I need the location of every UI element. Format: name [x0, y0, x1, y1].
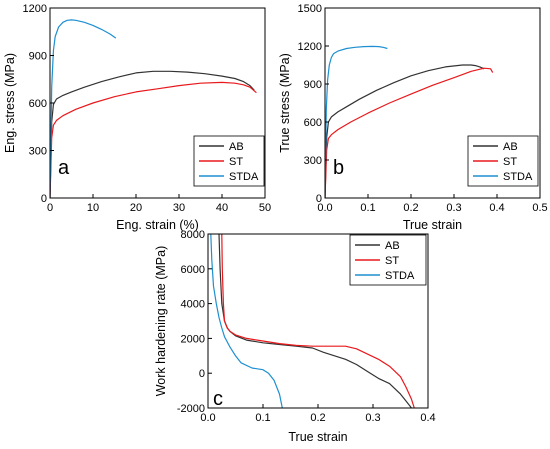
x-tick-label: 10: [87, 202, 99, 214]
y-tick-label: 0: [41, 193, 47, 205]
y-tick-label: 300: [304, 155, 322, 167]
x-tick-label: 0.4: [489, 202, 504, 214]
y-tick-label: 6000: [181, 264, 205, 276]
series-group: [325, 45, 494, 198]
plot-frame: [324, 7, 541, 199]
x-tick-label: 0.2: [310, 412, 325, 424]
panel-letter: b: [333, 157, 344, 179]
x-tick-label: 0.3: [446, 202, 461, 214]
legend: AB ST STDA: [193, 135, 265, 187]
x-tick-label: 30: [173, 202, 185, 214]
y-axis-title: Eng. stress (MPa): [3, 53, 17, 153]
x-tick-label: 50: [259, 202, 271, 214]
y-tick-label: 0: [316, 193, 322, 205]
y-axis-title: Work hardening rate (MPa): [154, 246, 168, 397]
legend-label-st: ST: [229, 156, 243, 168]
series-line-st: [221, 234, 415, 408]
series-line-stda: [325, 45, 388, 198]
y-tick-label: 8000: [181, 229, 205, 241]
series-line-ab: [325, 64, 485, 198]
legend-label-ab: AB: [385, 240, 400, 252]
y-tick-label: 300: [29, 146, 47, 158]
series-group: [50, 19, 257, 198]
y-tick-label: 1200: [23, 3, 47, 15]
x-tick-label: 0.0: [200, 412, 215, 424]
series-line-stda: [210, 234, 283, 408]
y-tick-label: 600: [304, 117, 322, 129]
panel-c: 0.0 0.1 0.2 0.3 0.4 -2000 0 2000 4000 6000 8000 Tru…: [154, 229, 436, 444]
y-tick-label: 4000: [181, 299, 205, 311]
x-tick-label: 0.5: [532, 202, 547, 214]
series-line-st: [325, 67, 494, 198]
x-tick-label: 0.1: [255, 412, 270, 424]
x-axis-title: True strain: [288, 430, 347, 444]
y-tick-label: -2000: [177, 403, 205, 415]
y-tick-label: 1500: [298, 3, 322, 15]
x-tick-label: 0.1: [360, 202, 375, 214]
y-tick-label: 2000: [181, 333, 205, 345]
x-tick-label: 20: [130, 202, 142, 214]
x-tick-label: 0: [47, 202, 53, 214]
series-line-st: [50, 81, 257, 198]
y-tick-label: 600: [29, 98, 47, 110]
legend-label-stda: STDA: [503, 171, 533, 183]
legend-label-ab: AB: [229, 141, 244, 153]
series-line-ab: [50, 70, 255, 198]
legend-label-st: ST: [503, 156, 517, 168]
x-tick-label: 0.4: [420, 412, 435, 424]
legend: AB ST STDA: [467, 135, 539, 187]
legend: AB ST STDA: [349, 234, 427, 286]
legend-label-stda: STDA: [229, 171, 259, 183]
panel-b: 0.0 0.1 0.2 0.3 0.4 0.5 0 300 600 900 1200 1500 True…: [278, 3, 548, 232]
x-tick-label: 40: [216, 202, 228, 214]
legend-label-stda: STDA: [385, 270, 415, 282]
x-tick-label: 0.2: [403, 202, 418, 214]
series-line-stda: [50, 19, 117, 198]
y-tick-label: 900: [29, 51, 47, 63]
y-tick-label: 1200: [298, 41, 322, 53]
legend-label-st: ST: [385, 255, 399, 267]
x-tick-label: 0.0: [317, 202, 332, 214]
y-tick-label: 900: [304, 79, 322, 91]
y-axis-title: True stress (MPa): [278, 53, 292, 153]
x-axis-title: True strain: [403, 218, 462, 232]
legend-label-ab: AB: [503, 141, 518, 153]
x-tick-label: 0.3: [365, 412, 380, 424]
panel-letter: c: [213, 388, 223, 410]
y-tick-label: 0: [199, 368, 205, 380]
series-group: [210, 234, 415, 408]
x-axis-title: Eng. strain (%): [116, 218, 199, 232]
panel-a: 0 10 20 30 40 50 0 300 600 900 1200 Eng. strain (%)…: [3, 3, 271, 232]
panel-letter: a: [58, 157, 70, 179]
